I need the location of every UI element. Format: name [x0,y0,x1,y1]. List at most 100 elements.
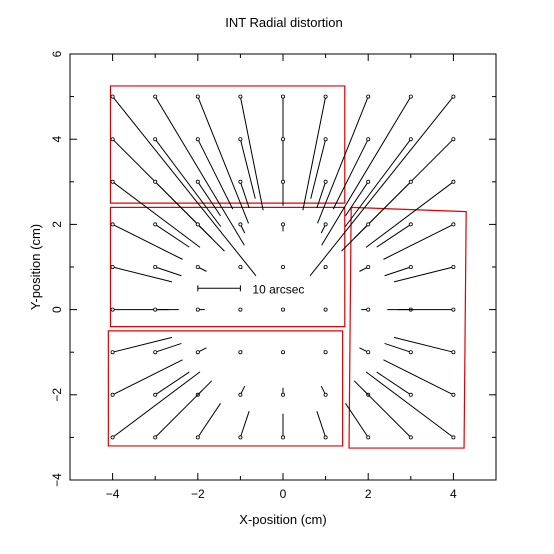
distortion-vector [197,96,249,224]
vector-origin-point [153,94,158,99]
vector-origin-point [195,94,200,99]
vector-origin-point [280,137,285,142]
y-tick-label: 0 [50,306,64,313]
vector-origin-point [110,435,115,440]
distortion-vector [310,139,327,199]
distortion-vector [154,371,190,396]
vector-origin-point [110,350,115,355]
distortion-vector [154,96,245,246]
vector-origin-point [153,307,158,312]
vector-origin-point [195,264,200,269]
vector-origin-point [366,350,371,355]
vector-origin-point [366,94,371,99]
distortion-vectors [110,94,456,440]
vector-origin-point [195,350,200,355]
x-tick-label: 4 [450,487,457,501]
vector-origin-point [110,179,115,184]
vector-origin-point [153,179,158,184]
vector-origin-point [153,350,158,355]
vector-origin-point [451,222,456,227]
vector-origin-point [110,94,115,99]
scale-bar: 10 arcsec [197,282,304,296]
vector-origin-point [451,435,456,440]
distortion-vector [383,223,454,260]
vector-origin-point [238,264,243,269]
vector-origin-point [408,94,413,99]
vector-origin-point [195,307,200,312]
vector-origin-point [323,307,328,312]
vector-origin-point [280,94,285,99]
distortion-vector [317,96,369,224]
distortion-vector [321,96,412,246]
y-tick-label: −2 [50,388,64,402]
distortion-vector [155,266,182,277]
vector-origin-point [323,350,328,355]
distortion-vector [112,336,173,353]
y-tick-label: 4 [50,136,64,143]
vector-origin-point [451,94,456,99]
vector-origin-point [280,392,285,397]
vector-origin-point [238,179,243,184]
distortion-vector [154,223,190,248]
vector-origin-point [238,307,243,312]
vector-origin-point [323,435,328,440]
vector-origin-point [280,179,285,184]
distortion-vector [332,138,369,210]
distortion-vector [376,223,412,248]
vector-origin-point [238,94,243,99]
y-tick-label: 2 [50,221,64,228]
vector-origin-point [110,264,115,269]
vector-origin-point [366,435,371,440]
distortion-vector [239,96,264,211]
vector-origin-point [280,435,285,440]
distortion-vector [309,96,454,277]
vector-origin-point [323,264,328,269]
vector-origin-point [153,435,158,440]
vector-origin-point [238,350,243,355]
vector-origin-point [110,222,115,227]
vector-origin-point [366,307,371,312]
distortion-vector [344,138,412,227]
distortion-vector [302,96,327,211]
vector-origin-point [451,307,456,312]
distortion-vector [316,411,327,438]
vector-origin-point [153,264,158,269]
vector-origin-point [195,435,200,440]
vector-origin-point [280,264,285,269]
ccd-outline-ccd-top [109,85,346,204]
distortion-vector [112,181,201,248]
vector-origin-point [323,392,328,397]
distortion-vector [197,403,221,438]
distortion-vector [112,359,183,396]
vector-origin-point [451,137,456,142]
vector-origin-point [323,137,328,142]
vector-origin-point [408,350,413,355]
distortion-vector [239,411,250,438]
vector-origin-point [408,435,413,440]
vector-origin-point [195,222,200,227]
vector-origin-point [280,307,285,312]
ccd-outlines [107,85,467,449]
distortion-vector [154,181,203,230]
vector-origin-point [110,307,115,312]
ccd-outline-ccd-middle [109,206,346,328]
distortion-vector [384,266,411,277]
distortion-vector [345,403,369,438]
vector-origin-point [451,179,456,184]
distortion-vector [365,181,454,248]
vector-origin-point [408,392,413,397]
vector-origin-point [238,222,243,227]
vector-origin-point [110,137,115,142]
distortion-vector [393,266,454,283]
ccd-outline-ccd-bottom [107,330,344,447]
vector-origin-point [238,435,243,440]
distortion-vector [345,181,369,217]
vector-origin-point [110,392,115,397]
distortion-vector [112,223,183,260]
vector-origin-point [323,222,328,227]
x-tick-label: 2 [365,487,372,501]
x-tick-label: −4 [106,487,120,501]
vector-origin-point [280,222,285,227]
vector-origin-point [238,392,243,397]
vector-origin-point [280,350,285,355]
